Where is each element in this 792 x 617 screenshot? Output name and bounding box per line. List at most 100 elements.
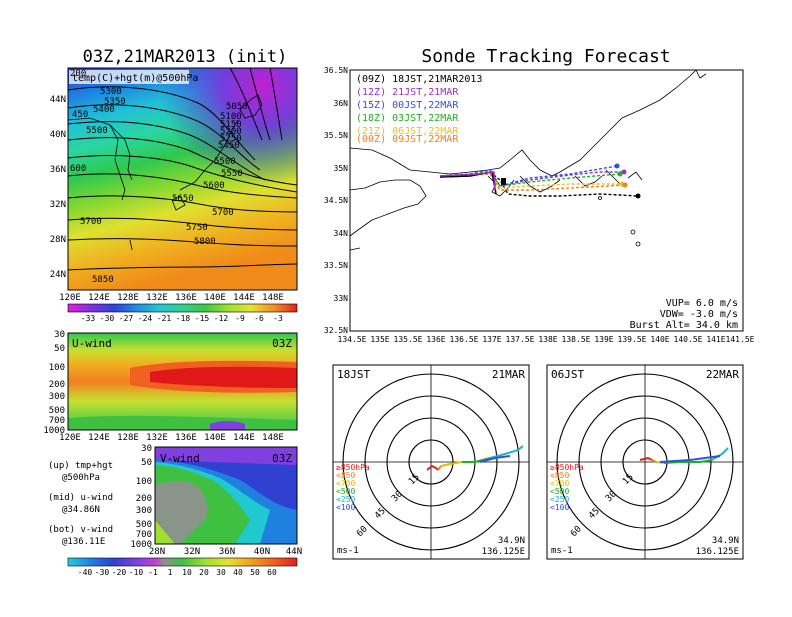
legend-item-15z: (15Z) 00JST,22MAR [356,100,459,111]
lon-tick: 144E [233,293,255,303]
lon-tick: 134.5E [338,335,367,344]
trajectory-12z [439,169,624,187]
trajectories [439,165,639,197]
colorbar-label: 60 [267,568,277,577]
colorbar-label: -33 [81,314,96,323]
polar-coord-lat: 34.9N [498,536,525,546]
polar-legend: ≥850hPa <850 <700 <500 <250 <100 [336,463,370,512]
lon-tick: 138.5E [562,335,591,344]
contour-label: 200 [70,69,86,79]
bot-lat-ticks: 28N 32N 36N 40N 44N [149,547,302,557]
lon-tick: 139E [594,335,613,344]
polar-legend-item: <700 [336,479,355,488]
hodograph-segment-700 [437,465,442,471]
colorbar-label: 50 [250,568,260,577]
colorbar-label: -9 [235,314,245,323]
bot-p-ticks: 30 50 100 200 300 500 700 1000 [130,444,152,550]
colorbar-label: -27 [119,314,134,323]
contour-label: 5150 [220,120,242,130]
polar-legend-item: <850 [336,471,355,480]
p-tick: 700 [136,530,152,540]
polar-coord-lat: 34.9N [712,536,739,546]
lat-tick: 40N [254,547,270,557]
top-panel-label: temp(C)+hgt(m)@500hPa [72,73,198,84]
colorbar-label: -15 [195,314,210,323]
p-tick: 1000 [43,426,65,436]
lon-tick: 132E [146,293,168,303]
colorbar-label: -24 [138,314,153,323]
note-line: (bot) v-wind [48,525,113,535]
hodograph-segment-250 [462,457,491,463]
colorbar-label: 30 [216,568,226,577]
endpoint-12z [621,169,627,175]
legend-item-21z: (21Z) 06JST,22MAR [356,126,459,137]
note-line: @500hPa [62,473,100,483]
lon-tick: 144E [233,433,255,443]
mid-p-ticks: 30 50 100 200 300 500 700 1000 [43,330,65,436]
lon-tick: 128E [117,293,139,303]
lat-tick: 24N [50,270,66,280]
lon-tick: 148E [262,293,284,303]
colorbar-label: -30 [95,568,110,577]
bot-panel-time: 03Z [272,452,292,465]
bot-panel-label: V-wind [160,452,200,465]
colorbar-label: -40 [78,568,93,577]
colorbar-label: -10 [129,568,144,577]
lat-tick: 32N [50,200,66,210]
contour-label: 5700 [212,208,234,218]
lon-tick: 139.5E [618,335,647,344]
contour-label: 600 [70,164,86,174]
hodograph-segment-700 [651,459,657,463]
height-contours [67,67,298,271]
contour-label: 5500 [214,157,236,167]
colorbar-label: -12 [214,314,229,323]
note-line: (mid) u-wind [48,493,113,503]
tracking-map: (09Z) 18JST,21MAR2013 (12Z) 21JST,21MAR … [324,66,755,344]
p-tick: 50 [141,458,152,468]
temp-height-map: temp(C)+hgt(m)@500hPa 5300 5350 5400 450… [50,67,298,303]
p-tick: 200 [136,494,152,504]
polar-time: 06JST [551,368,584,381]
lon-tick: 148E [262,433,284,443]
lat-tick: 36N [219,547,235,557]
left-title: 03Z,21MAR2013 (init) [83,47,288,67]
lat-tick: 36N [334,99,349,108]
hodograph [639,447,729,464]
mid-lon-ticks: 120E 124E 128E 132E 136E 140E 144E 148E [59,433,284,443]
lat-tick: 44N [50,95,66,105]
contour-label: 5800 [194,237,216,247]
note-line: (up) tmp+hgt [48,461,113,471]
launch-params: VUP= 6.0 m/s VDW= -3.0 m/s Burst Alt= 34… [630,298,738,331]
lon-tick: 138E [538,335,557,344]
contour-label: 5600 [203,181,225,191]
lat-tick: 44N [286,547,302,557]
contour-label: 5050 [226,102,248,112]
endpoint-18z [617,171,623,177]
contour-label: 5350 [104,97,126,107]
polar-time: 18JST [337,368,370,381]
contour-label: 5450 [218,141,240,151]
hodograph-segment-850 [639,456,653,461]
legend-item-18z: (18Z) 03JST,22MAR [356,113,459,124]
polar-date: 22MAR [706,368,739,381]
lon-tick: 124E [88,433,110,443]
contour-label: 5400 [93,105,115,115]
mid-panel-time: 03Z [272,337,292,350]
lat-tick: 35N [334,164,349,173]
legend-item-09z: (09Z) 18JST,21MAR2013 [356,74,482,85]
lon-tick: 135E [370,335,389,344]
map-lon-ticks: 134.5E 135E 135.5E 136E 136.5E 137E 137.… [338,335,755,344]
lon-tick: 140.5E [674,335,703,344]
param-vup: VUP= 6.0 m/s [666,298,738,309]
lon-tick: 136E [175,433,197,443]
colorbar-label: -30 [100,314,115,323]
hodograph-segment-top [659,455,721,463]
polar-legend: ≥850hPa <850 <700 <500 <250 <100 [550,463,584,512]
lon-tick: 136E [426,335,445,344]
colorbar-label: -1 [148,568,158,577]
trajectory-endpoints [501,163,641,199]
contour-label: 5550 [221,169,243,179]
p-tick: 1000 [130,540,152,550]
top-lon-ticks: 120E 124E 128E 132E 136E 140E 144E 148E [59,293,284,303]
